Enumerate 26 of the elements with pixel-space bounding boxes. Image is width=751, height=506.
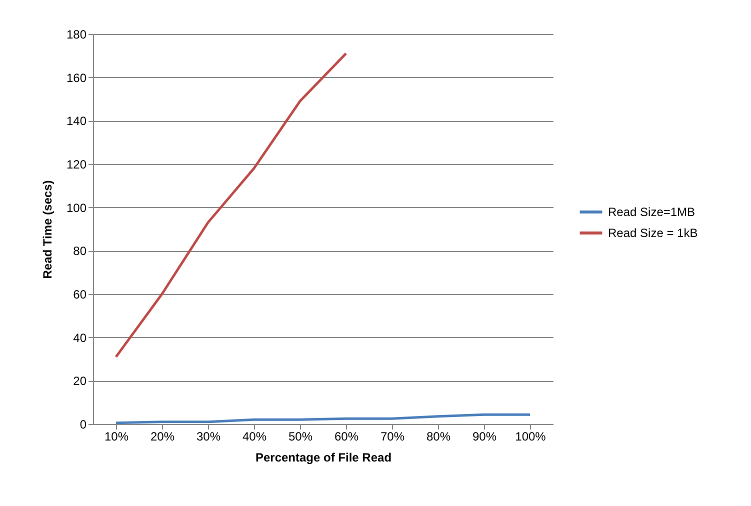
x-tick-label: 50% [288, 430, 313, 444]
legend-label: Read Size=1MB [608, 205, 696, 219]
legend-label: Read Size = 1kB [608, 226, 698, 240]
y-tick-label: 0 [80, 418, 87, 432]
x-tick-label: 90% [472, 430, 497, 444]
x-tick-label: 30% [196, 430, 221, 444]
y-tick-label: 120 [66, 158, 87, 172]
y-tick-label: 40 [73, 330, 87, 345]
y-tick-label: 100 [66, 200, 87, 215]
y-tick-label: 140 [66, 114, 87, 128]
x-tick-label: 60% [334, 430, 359, 444]
x-tick-label: 100% [515, 430, 546, 444]
y-tick-label: 60 [73, 288, 87, 302]
x-tick-label: 80% [426, 430, 451, 444]
y-tick-label: 80 [73, 244, 87, 258]
x-axis-title: Percentage of File Read [255, 450, 392, 464]
y-axis-title: Read Time (secs) [40, 180, 54, 279]
x-tick-label: 40% [242, 430, 267, 444]
line-series [114, 52, 348, 358]
y-tick-label: 20 [73, 374, 87, 388]
y-tick-label: 180 [66, 28, 87, 42]
line-series [114, 413, 532, 424]
x-tick-label: 20% [150, 430, 175, 444]
y-tick-label: 160 [66, 70, 87, 85]
x-tick-label: 10% [104, 430, 129, 444]
x-tick-label: 70% [380, 430, 405, 444]
